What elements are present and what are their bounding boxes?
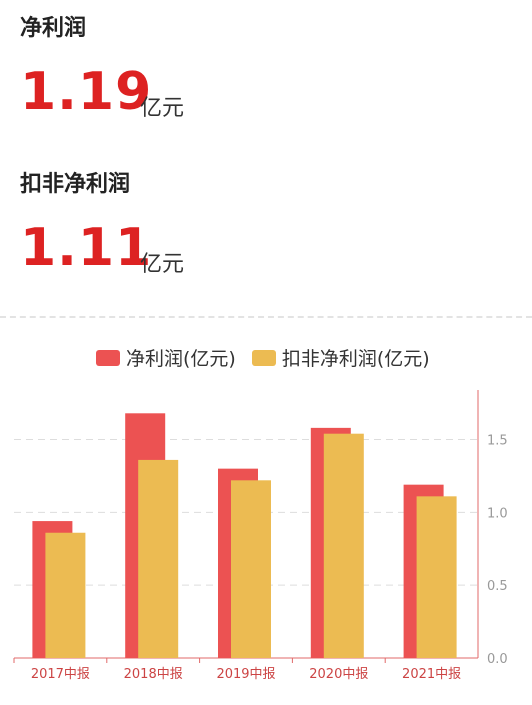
net-profit-unit: 亿元 [140,96,185,121]
net-profit-value: 1.19 [20,62,153,122]
deducted-profit-unit: 亿元 [140,252,185,277]
x-tick-label: 2018中报 [124,667,183,682]
bar-deducted-profit [416,496,457,658]
y-tick-label: 1.5 [487,434,508,449]
bar-chart: 0.0 0.5 1.0 1.5 2017中报 2018中报 2019中报 2020中报 2021… [13,390,508,682]
bar-deducted-profit [323,433,364,658]
legend-item-net-profit[interactable]: 净利润(亿元) [96,344,236,371]
legend-label-deducted-profit: 扣非净利润(亿元) [281,348,430,370]
y-tick-label: 0.0 [487,652,508,667]
y-tick-label: 1.0 [487,506,508,521]
chart-legend: 净利润(亿元) 扣非净利润(亿元) [96,344,446,371]
deducted-profit-title: 扣非净利润 [20,172,131,197]
legend-swatch-deducted-profit [251,349,276,366]
bar-deducted-profit [231,480,271,658]
x-tick-label: 2019中报 [216,667,275,682]
y-tick-label: 0.5 [487,579,508,594]
legend-swatch-net-profit [96,349,120,366]
bar-deducted-profit [45,532,86,658]
x-tick-label: 2017中报 [31,667,90,682]
deducted-profit-value: 1.11 [20,218,153,278]
bar-deducted-profit [138,459,179,658]
x-tick-label: 2021中报 [402,667,461,682]
legend-label-net-profit: 净利润(亿元) [126,348,236,370]
net-profit-title: 净利润 [20,16,87,41]
legend-item-deducted-profit[interactable]: 扣非净利润(亿元) [251,344,430,371]
x-tick-label: 2020中报 [309,667,368,682]
section-divider [0,316,532,318]
